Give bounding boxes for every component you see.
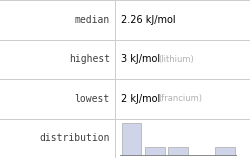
Text: highest: highest [69,54,110,64]
Text: 2.26 kJ/mol: 2.26 kJ/mol [121,15,176,25]
Text: median: median [75,15,110,25]
Bar [145,147,165,155]
Bar [168,147,188,155]
Text: lowest: lowest [75,94,110,104]
Text: distribution: distribution [40,133,110,143]
Text: 2 kJ/mol: 2 kJ/mol [121,94,160,104]
Bar [122,122,142,155]
Text: (lithium): (lithium) [158,55,194,64]
Text: (francium): (francium) [158,94,202,103]
Bar [215,147,234,155]
Text: 3 kJ/mol: 3 kJ/mol [121,54,160,64]
